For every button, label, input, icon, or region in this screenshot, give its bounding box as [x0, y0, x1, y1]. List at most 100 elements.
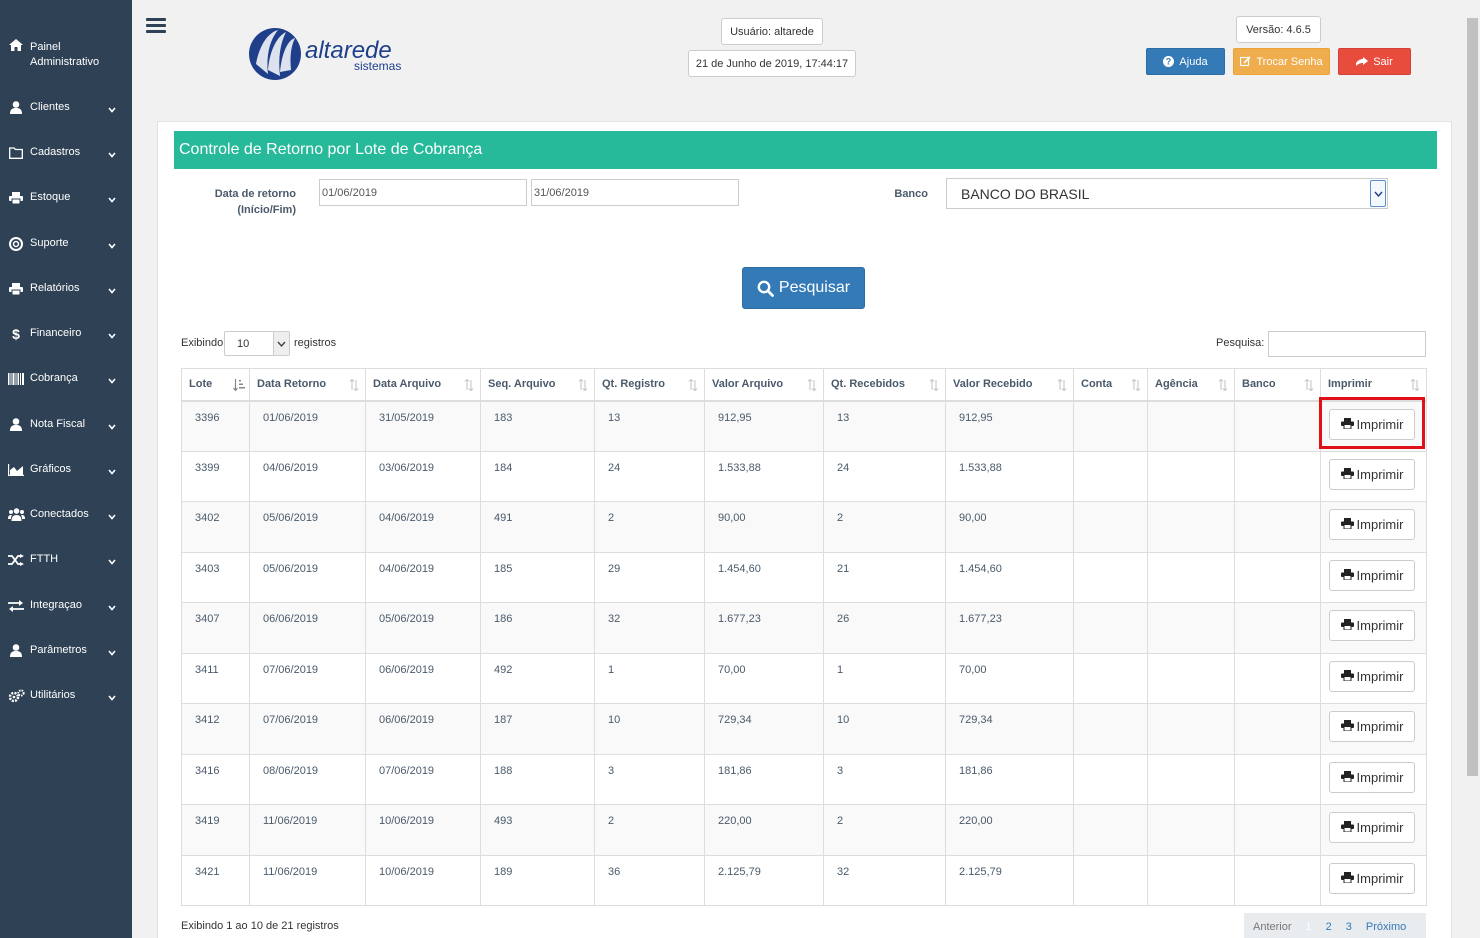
- date-end-input[interactable]: 31/06/2019: [531, 179, 739, 206]
- table-cell: 1: [823, 652, 946, 704]
- sidebar-item-parâmetros[interactable]: Parâmetros: [0, 643, 132, 658]
- table-cell: 08/06/2019: [249, 753, 366, 805]
- sidebar-item-clientes[interactable]: Clientes: [0, 100, 132, 115]
- print-button[interactable]: Imprimir: [1329, 559, 1415, 591]
- column-header[interactable]: Valor Recebido: [945, 368, 1074, 402]
- table-cell: 32: [823, 854, 946, 906]
- table-cell: [1234, 753, 1321, 805]
- table-cell: [1234, 400, 1321, 452]
- print-button[interactable]: Imprimir: [1329, 408, 1415, 440]
- table-search-input[interactable]: [1268, 331, 1426, 357]
- chevron-down-icon: [108, 602, 116, 611]
- logout-arrow-icon: [1356, 56, 1369, 66]
- column-header[interactable]: Seq. Arquivo: [480, 368, 595, 402]
- column-header-label: Data Retorno: [257, 378, 327, 391]
- table-cell: 186: [480, 602, 595, 654]
- table-cell: 04/06/2019: [365, 551, 481, 603]
- help-button[interactable]: ? Ajuda: [1146, 48, 1225, 75]
- page-scrollbar-thumb[interactable]: [1467, 18, 1478, 776]
- pager-next[interactable]: Próximo: [1365, 920, 1407, 933]
- print-cell: Imprimir: [1320, 602, 1427, 654]
- chevron-down-icon: [108, 421, 116, 430]
- table-cell: 1.454,60: [945, 551, 1074, 603]
- table-cell: 32: [594, 602, 705, 654]
- table-cell: [1073, 602, 1148, 654]
- print-button[interactable]: Imprimir: [1329, 660, 1415, 692]
- print-button[interactable]: Imprimir: [1329, 862, 1415, 894]
- column-header[interactable]: Imprimir: [1320, 368, 1427, 402]
- logout-button[interactable]: Sair: [1338, 48, 1411, 75]
- menu-toggle-icon[interactable]: [146, 18, 166, 34]
- table-cell: 3402: [181, 501, 250, 553]
- sidebar-item-conectados[interactable]: Conectados: [0, 507, 132, 522]
- pager-page-2[interactable]: 2: [1325, 920, 1332, 933]
- sidebar-item-cadastros[interactable]: Cadastros: [0, 145, 132, 160]
- chevron-down-icon[interactable]: [1370, 180, 1386, 207]
- column-header[interactable]: Data Arquivo: [365, 368, 481, 402]
- column-header[interactable]: Data Retorno: [249, 368, 366, 402]
- pager-page-3[interactable]: 3: [1345, 920, 1352, 933]
- print-button-label: Imprimir: [1356, 668, 1404, 684]
- sidebar-item-label: Cadastros: [30, 146, 81, 158]
- print-button[interactable]: Imprimir: [1329, 812, 1415, 843]
- sort-icon: [688, 378, 698, 392]
- table-cell: 10/06/2019: [365, 804, 481, 856]
- edit-icon: [1240, 56, 1251, 67]
- chevron-down-icon: [108, 149, 116, 158]
- user-icon: [7, 644, 25, 658]
- table-cell: 912,95: [704, 400, 824, 452]
- table-cell: 3419: [181, 804, 250, 856]
- sidebar-item-financeiro[interactable]: $ Financeiro: [0, 326, 132, 341]
- pager-page-1[interactable]: 1: [1305, 920, 1312, 933]
- table-cell: 10/06/2019: [365, 854, 481, 906]
- column-header[interactable]: Conta: [1073, 368, 1148, 402]
- print-button[interactable]: Imprimir: [1329, 610, 1415, 641]
- table-row: 3402 05/06/2019 04/06/2019 491 2 90,00 2 90,00 I…: [181, 501, 1427, 553]
- table-cell: 3411: [181, 652, 250, 704]
- date-range-label-sub: (Início/Fim): [237, 204, 296, 216]
- sidebar-item-suporte[interactable]: Suporte: [0, 236, 132, 251]
- search-button[interactable]: Pesquisar: [742, 267, 865, 309]
- print-button[interactable]: Imprimir: [1329, 458, 1415, 490]
- column-header[interactable]: Valor Arquivo: [704, 368, 824, 402]
- pager-previous[interactable]: Anterior: [1253, 920, 1292, 933]
- table-search-label: Pesquisa:: [1216, 337, 1265, 349]
- print-cell: Imprimir: [1320, 551, 1427, 603]
- sidebar-item-nota-fiscal[interactable]: Nota Fiscal: [0, 417, 132, 432]
- table-cell: 3416: [181, 753, 250, 805]
- column-header[interactable]: Lote: [181, 368, 250, 402]
- sidebar-item-estoque[interactable]: Estoque: [0, 190, 132, 205]
- column-header[interactable]: Qt. Registro: [594, 368, 705, 402]
- sidebar-item-label: Clientes: [30, 101, 70, 113]
- sort-icon: [1131, 378, 1141, 392]
- sidebar-item-cobrança[interactable]: Cobrança: [0, 371, 132, 386]
- print-button[interactable]: Imprimir: [1329, 509, 1415, 540]
- column-header-label: Qt. Recebidos: [831, 378, 905, 391]
- bank-select[interactable]: BANCO DO BRASIL: [946, 178, 1388, 209]
- column-header[interactable]: Qt. Recebidos: [823, 368, 946, 402]
- sidebar-item-ftth[interactable]: FTTH: [0, 552, 132, 567]
- change-password-button[interactable]: Trocar Senha: [1233, 48, 1330, 75]
- table-cell: 10: [594, 703, 705, 755]
- sidebar-item-integraçao[interactable]: Integraçao: [0, 598, 132, 613]
- logo: altarede sistemas: [248, 24, 418, 84]
- page-length-select[interactable]: 10: [224, 331, 290, 356]
- print-button[interactable]: Imprimir: [1329, 711, 1415, 742]
- table-cell: 1.677,23: [704, 602, 824, 654]
- table-cell: [1073, 753, 1148, 805]
- sidebar-item-painel-administrativo[interactable]: Painel Administrativo: [0, 38, 132, 70]
- printer-icon: [1340, 820, 1354, 835]
- logout-label: Sair: [1373, 55, 1393, 68]
- sidebar-item-label: Nota Fiscal: [30, 418, 86, 430]
- column-header[interactable]: Agência: [1147, 368, 1235, 402]
- table-cell: [1147, 703, 1235, 755]
- sidebar-item-utilitários[interactable]: Utilitários: [0, 688, 132, 703]
- print-button[interactable]: Imprimir: [1329, 761, 1415, 793]
- print-cell: Imprimir: [1320, 652, 1427, 704]
- sidebar-item-relatórios[interactable]: Relatórios: [0, 281, 132, 296]
- sidebar-item-label: FTTH: [30, 553, 59, 565]
- date-start-input[interactable]: 01/06/2019: [319, 179, 527, 206]
- column-header-label: Conta: [1081, 378, 1113, 391]
- column-header[interactable]: Banco: [1234, 368, 1321, 402]
- sidebar-item-gráficos[interactable]: Gráficos: [0, 462, 132, 477]
